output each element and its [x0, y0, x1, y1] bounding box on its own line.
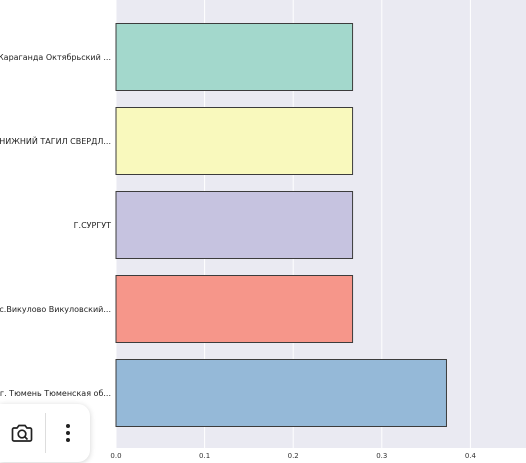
x-tick-label: 0.1	[199, 452, 210, 460]
x-tick-label: 0.4	[465, 452, 477, 460]
category-label: НИЖНИЙ ТАГИЛ СВЕРДЛ...	[0, 135, 111, 146]
bar	[115, 23, 354, 91]
category-label: Г.СУРГУТ	[74, 221, 111, 230]
x-tick-labels: 0.0 0.1 0.2 0.3 0.4	[110, 452, 476, 460]
bar	[115, 275, 354, 343]
category-label: с.Викулово Викуловский...	[0, 305, 111, 314]
floating-toolbar	[0, 404, 90, 462]
category-label: г.Караганда Октябрьский ...	[0, 53, 111, 62]
x-tick-label: 0.2	[288, 452, 299, 460]
camera-icon	[11, 424, 33, 442]
category-labels: г.Караганда Октябрьский ... НИЖНИЙ ТАГИЛ …	[0, 53, 111, 398]
camera-button[interactable]	[0, 404, 45, 462]
bar	[115, 359, 447, 427]
bars	[115, 23, 447, 427]
more-options-button[interactable]	[45, 404, 90, 462]
category-label: г. Тюмень Тюменская об...	[0, 389, 111, 398]
bar	[115, 107, 354, 175]
more-vertical-icon	[65, 424, 70, 442]
toolbar-divider	[44, 413, 46, 453]
x-tick-label: 0.0	[110, 452, 121, 460]
x-tick-label: 0.3	[376, 452, 387, 460]
bar	[115, 191, 354, 259]
